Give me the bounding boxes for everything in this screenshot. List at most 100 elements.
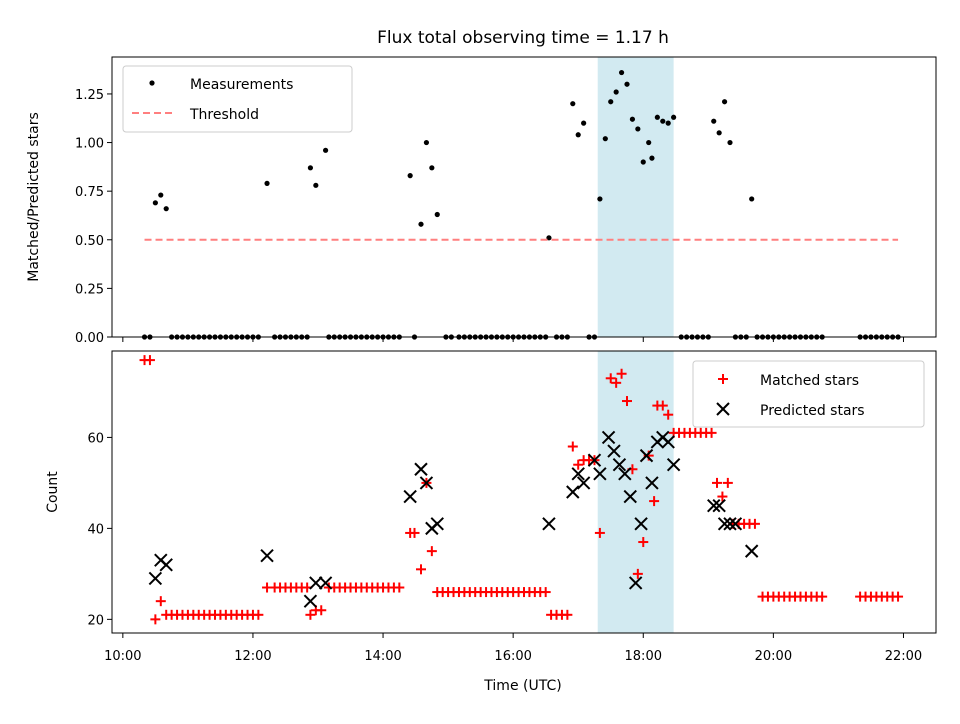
y-tick-label: 0.75 (75, 185, 104, 200)
y-tick-label: 0.50 (75, 234, 104, 249)
measurement-point (649, 155, 655, 161)
matched-star-point (305, 609, 316, 620)
measurement-point (322, 147, 329, 153)
measurement-point (613, 89, 619, 95)
x-tick-label: 18:00 (625, 649, 662, 664)
measurement-point (608, 99, 614, 105)
y-tick-label: 1.25 (75, 88, 104, 103)
predicted-star-point (566, 485, 580, 499)
measurement-point (721, 99, 728, 105)
predicted-star-point (309, 576, 323, 590)
legend-measurements-label: Measurements (190, 77, 293, 93)
matched-star-point (573, 459, 584, 470)
matched-star-point (562, 609, 573, 620)
measurement-point (711, 118, 717, 124)
top-x-ticks (122, 337, 904, 342)
y-tick-label: 60 (87, 431, 104, 446)
matched-star-point (817, 591, 828, 602)
top-y-axis-label: Matched/Predicted stars (26, 112, 42, 282)
matched-star-point (316, 605, 327, 616)
legend-predicted-marker (716, 402, 730, 416)
predicted-star-point (159, 558, 173, 572)
bottom-legend-frame (692, 360, 925, 428)
predicted-star-point (712, 498, 726, 513)
predicted-star-point (707, 498, 721, 513)
measurement-point (749, 196, 755, 202)
measurement-point (602, 136, 608, 142)
measurement-point (654, 114, 660, 120)
bottom-panel: 20 40 60 10:00 12:00 14:00 16:00 18:00 20:00 22:… (45, 350, 937, 694)
predicted-star-point (260, 548, 274, 563)
predicted-star-point (612, 458, 627, 472)
measurement-point (313, 182, 319, 188)
measurement-point (629, 116, 636, 122)
predicted-star-point (419, 476, 434, 490)
matched-star-point (155, 596, 166, 607)
measurement-point (727, 139, 733, 146)
y-tick-label: 0.00 (75, 331, 104, 346)
measurement-point (546, 235, 552, 241)
measurement-point (624, 81, 630, 87)
matched-star-point (611, 377, 622, 388)
measurement-point (158, 192, 164, 198)
x-axis-label: Time (UTC) (483, 678, 561, 694)
predicted-star-point (148, 571, 163, 586)
matched-star-point (711, 477, 722, 488)
measurement-point (570, 101, 576, 107)
y-tick-label: 0.25 (75, 282, 104, 297)
matched-star-point (632, 568, 643, 579)
measurement-point (163, 206, 169, 212)
matched-star-point (657, 400, 668, 411)
measurement-point (264, 180, 270, 186)
predicted-star-point (303, 594, 318, 608)
y-tick-label: 20 (87, 613, 104, 628)
legend-measurements-marker (149, 80, 155, 86)
bottom-legend: Matched stars Predicted stars (692, 360, 925, 428)
measurement-point (671, 114, 677, 120)
measurement-point (618, 69, 625, 76)
predicted-star-point (403, 489, 417, 504)
predicted-star-point (618, 467, 632, 481)
matched-star-point (150, 614, 161, 625)
predicted-star-point (542, 517, 556, 531)
top-legend-frame (122, 65, 353, 133)
legend-threshold-label: Threshold (189, 107, 259, 123)
predicted-star-point (645, 476, 659, 490)
top-axes-frame (111, 56, 937, 338)
x-tick-label: 20:00 (755, 649, 792, 664)
matched-star-point (706, 427, 717, 438)
bottom-y-axis: 20 40 60 (87, 431, 112, 628)
measurement-point (635, 126, 641, 132)
top-panel: 0.00 0.25 0.50 0.75 1.00 1.25 Matched/Predict… (26, 56, 937, 346)
measurement-point (597, 196, 603, 202)
measurement-point (646, 139, 652, 146)
predicted-star-point (414, 462, 428, 476)
bottom-marks (139, 355, 904, 625)
predicted-star-point (607, 444, 621, 458)
predicted-star-point (728, 517, 743, 531)
top-legend: Measurements Threshold (122, 65, 353, 133)
bottom-axes-frame (111, 350, 937, 634)
measurement-point (307, 165, 314, 171)
matched-star-point (622, 396, 632, 407)
predicted-star-point (601, 430, 616, 445)
matched-star-point (394, 582, 405, 593)
matched-star-point (638, 537, 649, 548)
matched-star-point (144, 355, 155, 366)
top-marks (141, 69, 901, 340)
x-tick-label: 12:00 (234, 649, 271, 664)
predicted-star-point (666, 458, 681, 472)
bottom-x-axis: 10:00 12:00 14:00 16:00 18:00 20:00 22:00 (104, 633, 922, 664)
x-tick-label: 14:00 (364, 649, 401, 664)
measurement-point (429, 165, 435, 171)
y-tick-label: 40 (87, 522, 104, 537)
measurement-point (418, 221, 424, 227)
predicted-star-point (593, 467, 607, 481)
matched-star-point (253, 609, 264, 620)
matched-star-point (594, 527, 605, 538)
predicted-star-point (318, 576, 333, 590)
matched-star-point (616, 368, 627, 379)
measurement-point (152, 200, 158, 206)
predicted-star-point (639, 448, 654, 463)
predicted-star-point (634, 517, 648, 531)
